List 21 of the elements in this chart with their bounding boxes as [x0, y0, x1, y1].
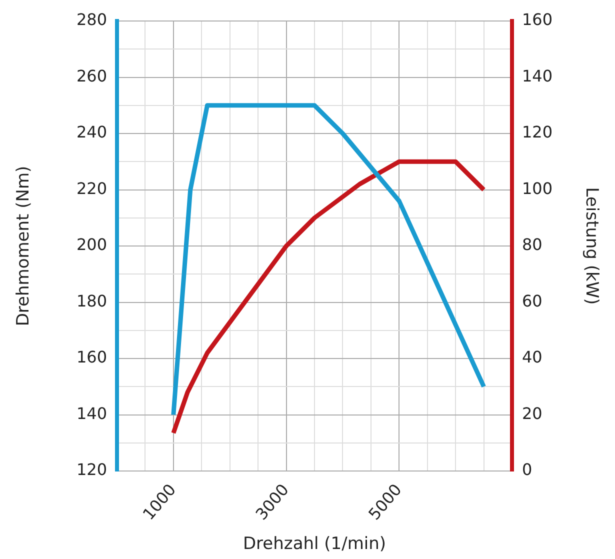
y2-tick-label: 60 — [522, 291, 542, 310]
y2-tick-label: 40 — [522, 348, 542, 367]
y2-tick-label: 160 — [522, 10, 553, 30]
y-tick-label: 280 — [76, 10, 107, 30]
y-tick-label: 200 — [76, 235, 107, 254]
y2-tick-label: 140 — [522, 66, 553, 86]
y-tick-label: 120 — [76, 460, 107, 480]
y2-tick-label: 0 — [522, 460, 532, 480]
y-axis-title: Drehmoment (Nm) — [14, 166, 34, 326]
y-tick-label: 220 — [76, 178, 107, 198]
y2-tick-label: 100 — [522, 178, 553, 198]
y-tick-label: 160 — [76, 348, 107, 367]
y2-tick-label: 80 — [522, 235, 542, 254]
y-tick-label: 140 — [76, 404, 107, 423]
x-axis-title: Drehzahl (1/min) — [242, 534, 386, 554]
y2-tick-label: 20 — [522, 404, 542, 423]
y-tick-label: 260 — [76, 66, 107, 86]
y-tick-label: 180 — [76, 291, 107, 310]
y2-axis-title: Leistung (kW) — [581, 187, 602, 305]
y-tick-label: 240 — [76, 122, 107, 142]
y2-tick-label: 120 — [522, 122, 553, 142]
